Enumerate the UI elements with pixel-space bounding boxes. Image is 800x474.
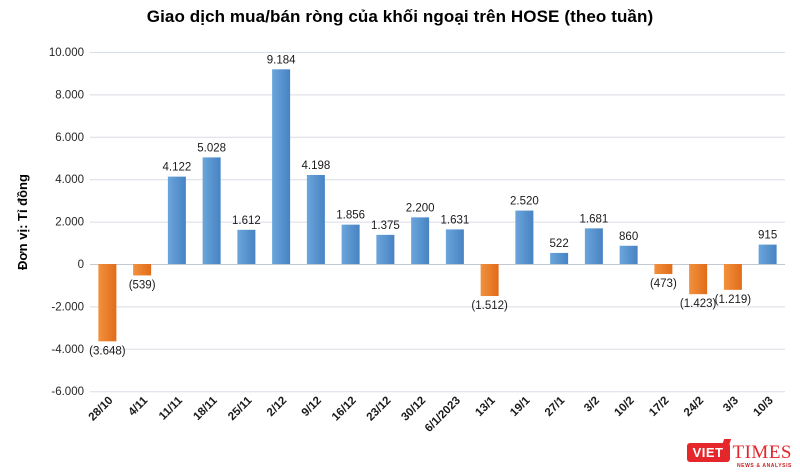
x-axis-tick-label: 19/1 (508, 394, 533, 419)
x-axis-tick-label: 30/12 (399, 395, 428, 424)
y-axis-tick-label: -6.000 (51, 386, 84, 398)
bar (758, 244, 777, 264)
bar (723, 264, 742, 290)
x-axis-tick-label: 3/2 (582, 395, 602, 415)
x-axis-tick-label: 18/11 (191, 394, 220, 423)
bar (445, 229, 464, 264)
chart-title: Giao dịch mua/bán ròng của khối ngoại tr… (146, 7, 654, 26)
viettimes-logo-row: VIET TIMES (686, 439, 792, 463)
bar-chart: Đơn vị: Tỉ đồng 10.000 8.000 6.000 4.000 2.0… (15, 47, 785, 435)
bar-value-label: 5.028 (197, 142, 226, 154)
y-axis-title: Đơn vị: Tỉ đồng (15, 174, 30, 270)
bar (167, 176, 186, 264)
bar (480, 264, 499, 297)
y-axis-tick-label: 4.000 (55, 174, 84, 186)
bar-value-label: (1.219) (715, 294, 752, 306)
x-axis-tick-label: 4/11 (126, 394, 150, 418)
bar (237, 229, 256, 264)
bar (689, 264, 708, 295)
bar (133, 264, 152, 276)
bar-value-label: (473) (650, 278, 677, 290)
bar (272, 69, 291, 265)
bar-value-label: (539) (129, 279, 156, 291)
bar-value-label: 915 (758, 230, 777, 242)
x-axis-tick-label: 3/3 (721, 395, 741, 415)
y-axis-tick-label: -4.000 (51, 344, 84, 356)
x-axis-tick-label: 10/2 (612, 395, 636, 419)
x-axis-tick-label: 17/2 (647, 395, 671, 419)
bar-value-label: 2.200 (406, 202, 435, 214)
x-axis-tick-label: 13/1 (473, 394, 498, 419)
bar-value-label: 1.612 (232, 215, 261, 227)
x-axis-tick-label: 23/12 (365, 395, 394, 424)
y-axis-tick-label: -2.000 (51, 301, 84, 313)
x-axis-tick-label: 9/12 (300, 395, 324, 419)
y-axis-tick-label: 6.000 (55, 132, 84, 144)
bar-value-label: (1.423) (680, 298, 717, 310)
bar-value-label: 1.375 (371, 220, 400, 232)
y-axis-tick-label: 8.000 (55, 89, 84, 101)
x-axis-tick-label: 10/3 (751, 395, 775, 419)
bar (376, 234, 395, 264)
bar (341, 224, 360, 264)
bar (306, 175, 325, 264)
bar (411, 217, 430, 264)
y-axis-tick-label: 10.000 (49, 47, 84, 59)
viettimes-logo-tagline: NEWS & ANALYSIS (736, 463, 792, 469)
bar-value-label: (3.648) (89, 345, 126, 357)
viettimes-logo-viet-text: VIET (692, 445, 724, 460)
x-axis-tick-label: 25/11 (226, 394, 255, 423)
bar-value-label: 860 (619, 231, 638, 243)
viettimes-logo-viet-box: VIET (686, 443, 730, 462)
viettimes-logo: VIET TIMES NEWS & ANALYSIS (686, 439, 792, 469)
viettimes-logo-times-text: TIMES (732, 442, 792, 463)
bar (515, 210, 534, 264)
bar-value-label: 522 (550, 238, 569, 250)
bar-value-label: 1.856 (336, 210, 365, 222)
bar (619, 245, 638, 264)
x-axis-tick-label: 27/1 (543, 394, 568, 419)
bar (654, 264, 673, 275)
y-axis-tick-label: 2.000 (55, 217, 84, 229)
bar-value-label: 9.184 (267, 54, 296, 66)
bar-value-label: 4.198 (301, 160, 330, 172)
bar (550, 252, 569, 264)
bar-value-label: 1.681 (579, 213, 608, 225)
y-axis-tick-label: 0 (78, 259, 84, 271)
bar-value-label: 2.520 (510, 196, 539, 208)
x-axis-tick-label: 2/12 (265, 395, 289, 419)
bar (202, 157, 221, 264)
x-axis-tick-label: 6/1/2023 (423, 395, 463, 435)
bar (98, 264, 117, 342)
x-axis-tick-label: 16/12 (330, 395, 359, 424)
x-axis-tick-label: 28/10 (87, 395, 116, 424)
bar (584, 228, 603, 264)
bar-value-label: 1.631 (440, 214, 469, 226)
bar-value-label: 4.122 (162, 162, 191, 174)
x-axis-tick-label: 24/2 (682, 395, 706, 419)
x-axis-tick-label: 11/11 (157, 394, 185, 422)
bar-value-label: (1.512) (471, 300, 508, 312)
